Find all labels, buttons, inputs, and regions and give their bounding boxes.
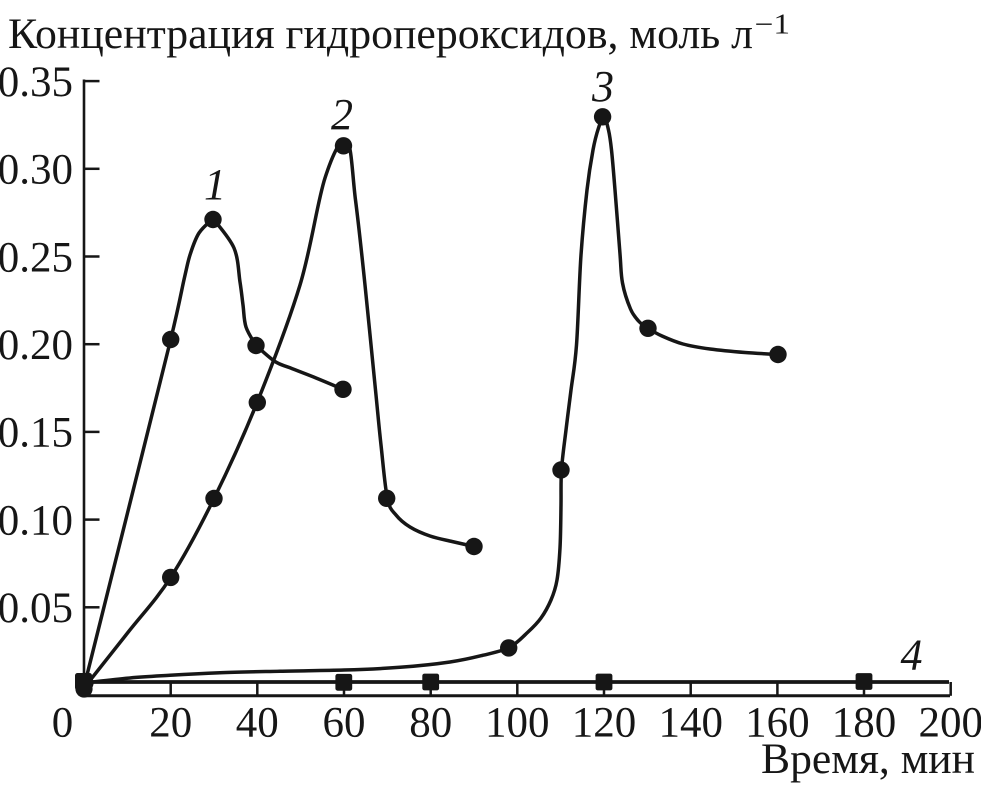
svg-text:2: 2 (331, 90, 353, 139)
svg-text:180: 180 (832, 700, 897, 747)
svg-text:160: 160 (745, 700, 810, 747)
svg-text:200: 200 (918, 700, 981, 747)
svg-text:4: 4 (901, 631, 923, 680)
svg-text:0: 0 (52, 700, 74, 747)
svg-text:0.30: 0.30 (0, 147, 73, 194)
svg-text:−1: −1 (755, 10, 791, 41)
svg-text:0.35: 0.35 (0, 59, 73, 106)
svg-text:0.05: 0.05 (0, 585, 73, 632)
svg-text:Концентрация гидропероксидов,: Концентрация гидропероксидов, моль л (8, 11, 753, 58)
svg-text:0.10: 0.10 (0, 497, 73, 544)
svg-text:120: 120 (572, 700, 637, 747)
svg-text:80: 80 (409, 700, 452, 747)
svg-text:0.20: 0.20 (0, 322, 73, 369)
svg-text:40: 40 (236, 700, 279, 747)
svg-text:0.25: 0.25 (0, 234, 73, 281)
svg-text:3: 3 (591, 62, 614, 111)
svg-text:0.15: 0.15 (0, 410, 73, 457)
svg-text:20: 20 (149, 700, 192, 747)
svg-text:140: 140 (658, 700, 723, 747)
svg-text:100: 100 (485, 700, 550, 747)
svg-text:Время, мин: Время, мин (761, 736, 975, 783)
svg-text:1: 1 (204, 160, 226, 209)
svg-text:60: 60 (323, 700, 366, 747)
